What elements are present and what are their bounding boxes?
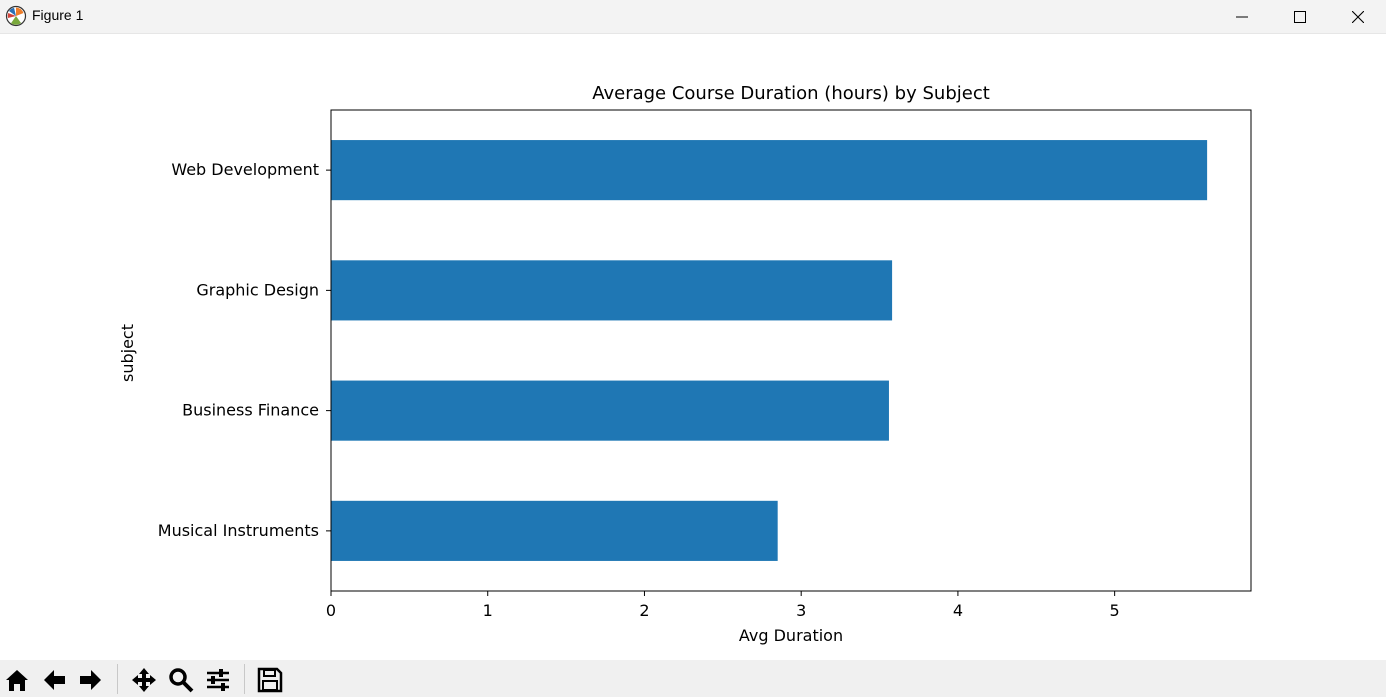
configure-subplots-icon — [207, 669, 229, 691]
close-icon — [1352, 11, 1364, 23]
toolbar-separator — [244, 664, 245, 694]
zoom-button[interactable] — [164, 663, 198, 697]
axes-frame — [330, 109, 1252, 592]
forward-arrow-icon — [80, 670, 101, 690]
y-tick-label: Web Development — [171, 160, 319, 179]
zoom-icon — [169, 668, 194, 693]
bar-musical-instruments — [331, 500, 778, 561]
x-tick-label: 4 — [953, 601, 963, 620]
home-button[interactable] — [0, 663, 34, 697]
bar-business-finance — [331, 380, 889, 441]
figure-canvas[interactable]: Average Course Duration (hours) by Subje… — [0, 34, 1386, 660]
save-button[interactable] — [253, 663, 287, 697]
bar-web-development — [331, 140, 1208, 201]
bar-graphic-design — [331, 260, 893, 321]
toolbar-separator — [117, 664, 118, 694]
close-button[interactable] — [1329, 0, 1386, 34]
maximize-icon — [1294, 11, 1306, 23]
bar-chart: Average Course Duration (hours) by Subje… — [118, 83, 1252, 645]
x-tick-label: 2 — [639, 601, 649, 620]
pan-icon — [132, 668, 156, 692]
maximize-button[interactable] — [1271, 0, 1329, 34]
navigation-toolbar — [0, 660, 1386, 697]
x-tick-label: 3 — [796, 601, 806, 620]
x-tick-label: 5 — [1110, 601, 1120, 620]
y-tick-label: Business Finance — [182, 401, 319, 420]
window-titlebar: Figure 1 — [0, 0, 1386, 34]
y-axis-label: subject — [118, 324, 137, 382]
configure-subplots-button[interactable] — [201, 663, 235, 697]
y-tick-label: Graphic Design — [196, 280, 319, 299]
forward-button[interactable] — [74, 663, 108, 697]
pan-button[interactable] — [127, 663, 161, 697]
back-arrow-icon — [44, 670, 65, 690]
x-axis-label: Avg Duration — [739, 626, 843, 645]
chart-title: Average Course Duration (hours) by Subje… — [592, 83, 990, 104]
back-button[interactable] — [37, 663, 71, 697]
window-title: Figure 1 — [32, 7, 84, 23]
x-tick-label: 0 — [326, 601, 336, 620]
save-icon — [257, 667, 283, 693]
y-tick-label: Musical Instruments — [158, 521, 319, 540]
matplotlib-logo-icon — [5, 5, 27, 27]
x-tick-label: 1 — [483, 601, 493, 620]
minimize-icon — [1236, 16, 1248, 18]
home-icon — [6, 670, 28, 691]
minimize-button[interactable] — [1213, 0, 1271, 34]
